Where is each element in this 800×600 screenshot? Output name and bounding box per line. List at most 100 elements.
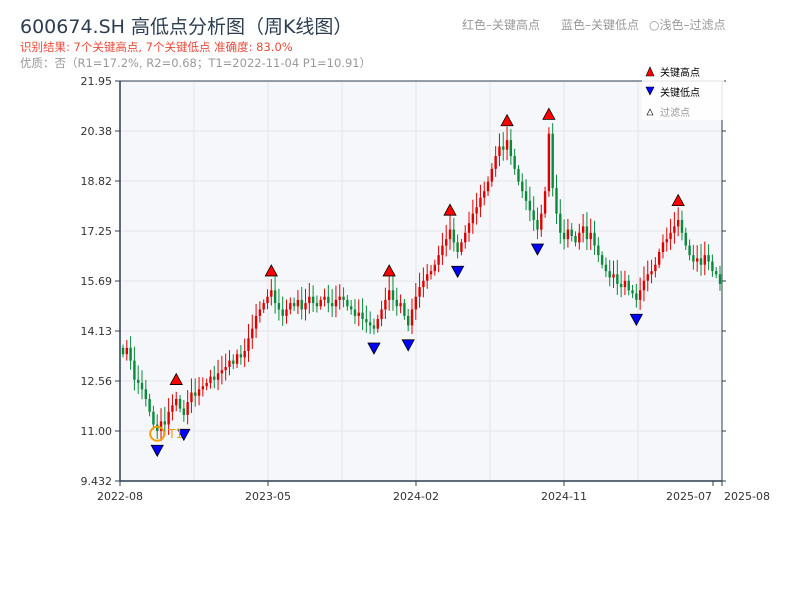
candle-body [680,219,684,233]
candle-body [619,283,623,288]
candle-body [498,146,501,157]
candle-body [502,146,505,150]
candle-body [292,303,296,307]
candle-body [205,382,208,387]
candle-body [342,296,345,300]
candle-body [224,366,227,371]
candle-body [509,140,513,157]
key-low-marker [177,428,191,442]
candle-body [707,255,710,262]
x-tick-label: 2025-08 [724,490,770,503]
candle-body [159,421,163,431]
candle-body [300,299,303,310]
candle-body [570,229,573,236]
candle-body [190,392,193,403]
candle-body [711,261,714,272]
candle-body [528,200,532,211]
candle-body [433,264,437,272]
candle-body [414,296,417,310]
candle-body [695,258,699,262]
candle-body [665,239,668,243]
candle-body [471,213,475,224]
candle-body [600,255,604,265]
candle-body [319,299,322,307]
candle-body [699,258,703,265]
candle-body [353,309,357,316]
candle-body [365,319,368,323]
candle-body [521,181,524,192]
hint-blue-low: 蓝色–关键低点 [561,18,640,32]
candle-body [334,299,338,307]
candle-body [285,309,288,316]
candle-body [406,315,410,326]
candle-body [585,226,589,240]
candle-body [551,133,554,189]
candle-body [175,398,178,406]
legend-label: 关键低点 [660,86,700,99]
t1-label: T1 [167,427,183,441]
candle-body [171,405,174,412]
candle-body [581,226,585,233]
candle-body [391,290,395,300]
candle-body [608,271,611,278]
y-tick-label: 18.82 [81,175,113,188]
candle-body [304,303,307,310]
candle-body [137,379,140,383]
candle-body [654,264,657,272]
candle-body [311,296,315,304]
candle-body [182,408,186,415]
candle-body [395,299,398,307]
candle-body [133,360,136,380]
candle-body [631,290,634,294]
candle-body [315,303,319,307]
candle-body [642,280,646,291]
candle-body [688,245,691,256]
candle-body [650,271,653,275]
candle-body [232,360,235,364]
legend-high-icon [645,66,655,77]
candle-body [213,376,216,380]
candle-body [380,309,383,320]
x-tick-label: 2025-07 [666,490,712,503]
hint-light-filtered: ○浅色–过滤点 [649,18,726,32]
candle-body [486,181,490,192]
key-low-marker [629,313,644,327]
candle-body [251,328,254,339]
candle-body [243,351,246,358]
candle-body [475,207,478,214]
candle-body [638,290,642,300]
candle-body [399,303,402,307]
candle-body [349,306,353,310]
key-high-marker [443,203,457,216]
y-tick-label: 14.13 [81,325,113,338]
candle-body [330,303,334,307]
result-summary: 识别结果: 7个关键高点, 7个关键低点 准确度: 83.0% [20,40,293,54]
candle-body [125,347,129,355]
key-low-marker [150,444,164,458]
candle-body [479,197,482,208]
legend-box [642,62,724,120]
key-high-marker [169,372,183,385]
candle-body [555,188,558,214]
candle-body [186,402,189,415]
candle-body [258,309,262,316]
candle-body [714,271,718,275]
candle-body [692,255,695,262]
candle-body [684,232,687,246]
candle-body [673,226,676,233]
candle-body [368,322,372,326]
key-low-marker [530,243,545,256]
candle-body [536,219,539,230]
candle-body [296,299,300,307]
candle-body [387,290,391,300]
candle-body [376,319,379,329]
key-high-marker [500,113,514,127]
key-high-marker [382,264,396,277]
candle-body [578,232,581,243]
candle-body [140,382,144,390]
key-high-marker [264,264,278,277]
candle-body [543,191,547,214]
candle-body [612,274,615,278]
